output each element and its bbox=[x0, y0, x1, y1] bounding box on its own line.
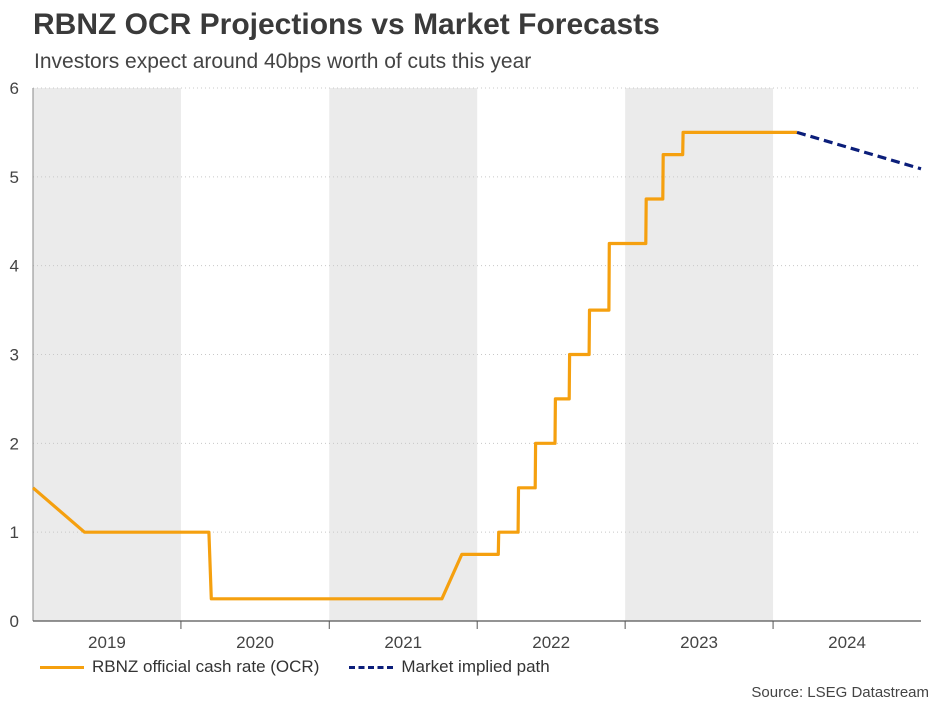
chart-subtitle: Investors expect around 40bps worth of c… bbox=[34, 50, 532, 73]
x-tick-label-2023: 2023 bbox=[680, 633, 718, 652]
legend-item-market: Market implied path bbox=[349, 657, 550, 677]
x-tick-label-2024: 2024 bbox=[828, 633, 866, 652]
shaded-band-2021 bbox=[329, 88, 478, 621]
legend-label-ocr: RBNZ official cash rate (OCR) bbox=[92, 657, 320, 676]
source-note: Source: LSEG Datastream bbox=[751, 684, 929, 701]
y-tick-label-4: 4 bbox=[10, 257, 19, 276]
y-tick-label-0: 0 bbox=[10, 612, 19, 631]
x-tick-label-2022: 2022 bbox=[532, 633, 570, 652]
shaded-band-2019 bbox=[33, 88, 181, 621]
series-line-ocr bbox=[31, 130, 797, 601]
y-tick-label-3: 3 bbox=[10, 346, 19, 365]
x-tick-label-2019: 2019 bbox=[88, 633, 126, 652]
legend-label-market: Market implied path bbox=[401, 657, 550, 676]
y-tick-label-2: 2 bbox=[10, 434, 19, 453]
y-tick-label-6: 6 bbox=[10, 79, 19, 98]
shaded-band-2023 bbox=[625, 88, 774, 621]
y-tick-label-1: 1 bbox=[10, 523, 19, 542]
legend-item-ocr: RBNZ official cash rate (OCR) bbox=[40, 657, 319, 677]
series-line-market-implied bbox=[796, 130, 922, 171]
legend-swatch-ocr bbox=[40, 665, 84, 669]
chart-title: RBNZ OCR Projections vs Market Forecasts bbox=[33, 8, 660, 41]
x-tick-label-2021: 2021 bbox=[384, 633, 422, 652]
x-tick-label-2020: 2020 bbox=[236, 633, 274, 652]
y-tick-label-5: 5 bbox=[10, 168, 19, 187]
chart-legend: RBNZ official cash rate (OCR) Market imp… bbox=[40, 657, 580, 677]
legend-swatch-market bbox=[349, 665, 394, 669]
